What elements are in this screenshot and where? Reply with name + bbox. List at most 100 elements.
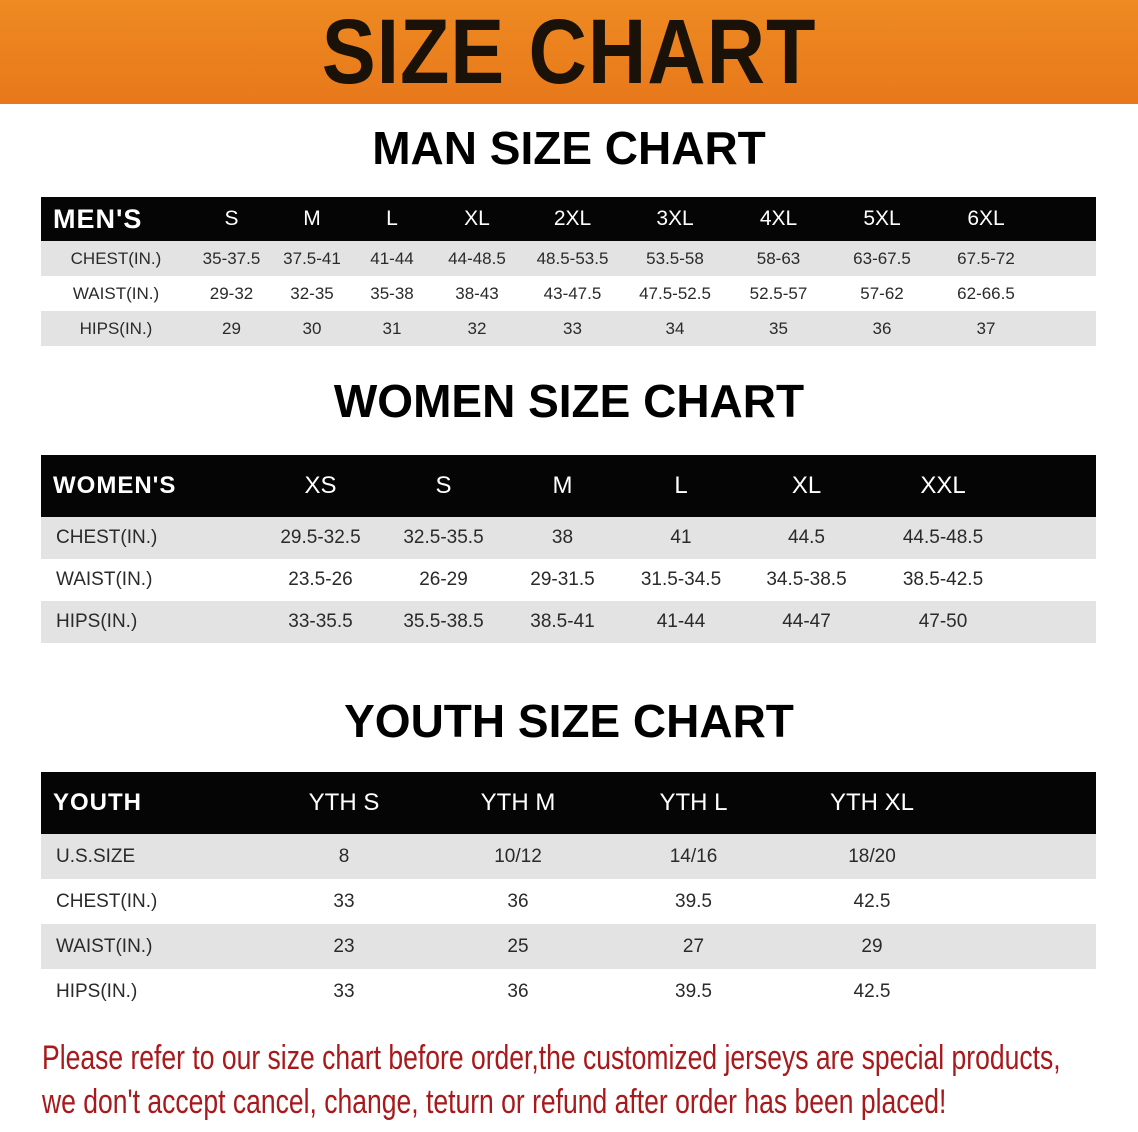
size-header: 4XL — [727, 197, 830, 241]
women-section-title: WOMEN SIZE CHART — [333, 375, 805, 427]
policy-note-line-1: Please refer to our size chart before or… — [42, 1039, 1061, 1077]
measurement-cell: 33 — [522, 311, 623, 346]
measurement-cell: 29-32 — [191, 276, 272, 311]
measurement-cell: 62-66.5 — [934, 276, 1038, 311]
measurement-cell: 37.5-41 — [272, 241, 352, 276]
measurement-cell: 58-63 — [727, 241, 830, 276]
table-row: HIPS(IN.) 33 36 39.5 42.5 — [41, 969, 1096, 1014]
youth-section-title: YOUTH SIZE CHART — [344, 695, 794, 747]
women-header-row: WOMEN'S XS S M L XL XXL — [41, 455, 1096, 517]
table-row: WAIST(IN.) 23.5-26 26-29 29-31.5 31.5-34.5 34… — [41, 559, 1096, 601]
table-row: WAIST(IN.) 29-32 32-35 35-38 38-43 43-47.5 47.… — [41, 276, 1096, 311]
measurement-cell: 29.5-32.5 — [258, 517, 383, 559]
table-row: CHEST(IN.) 35-37.5 37.5-41 41-44 44-48.5 48.5… — [41, 241, 1096, 276]
header-filler — [1014, 455, 1096, 517]
row-label: HIPS(IN.) — [41, 969, 257, 1014]
measurement-cell: 25 — [431, 924, 605, 969]
size-header: 5XL — [830, 197, 934, 241]
measurement-cell: 42.5 — [782, 879, 962, 924]
measurement-cell: 38.5-41 — [504, 601, 621, 643]
youth-corner-label: YOUTH — [41, 772, 257, 834]
banner-title: SIZE CHART — [321, 1, 817, 103]
measurement-cell: 39.5 — [605, 969, 782, 1014]
row-label: HIPS(IN.) — [41, 311, 191, 346]
measurement-cell: 23 — [257, 924, 431, 969]
measurement-cell: 32-35 — [272, 276, 352, 311]
title-banner: SIZE CHART — [0, 0, 1138, 104]
row-label: WAIST(IN.) — [41, 924, 257, 969]
measurement-cell: 29 — [782, 924, 962, 969]
measurement-cell: 42.5 — [782, 969, 962, 1014]
men-size-table: MEN'S S M L XL 2XL 3XL 4XL 5XL 6XL CHEST(IN.) 35-37… — [41, 197, 1096, 346]
measurement-cell: 33 — [257, 879, 431, 924]
youth-header-row: YOUTH YTH S YTH M YTH L YTH XL — [41, 772, 1096, 834]
measurement-cell: 26-29 — [383, 559, 504, 601]
measurement-cell: 52.5-57 — [727, 276, 830, 311]
row-filler — [962, 879, 1096, 924]
row-label: WAIST(IN.) — [41, 559, 258, 601]
measurement-cell: 41-44 — [352, 241, 432, 276]
measurement-cell: 10/12 — [431, 834, 605, 879]
row-filler — [962, 834, 1096, 879]
row-filler — [1014, 601, 1096, 643]
size-header: XL — [741, 455, 872, 517]
table-row: CHEST(IN.) 29.5-32.5 32.5-35.5 38 41 44.5 44.5… — [41, 517, 1096, 559]
table-row: WAIST(IN.) 23 25 27 29 — [41, 924, 1096, 969]
size-header: M — [504, 455, 621, 517]
table-row: HIPS(IN.) 33-35.5 35.5-38.5 38.5-41 41-44 44-… — [41, 601, 1096, 643]
size-header: XXL — [872, 455, 1014, 517]
size-header: 6XL — [934, 197, 1038, 241]
row-label: CHEST(IN.) — [41, 879, 257, 924]
measurement-cell: 35-38 — [352, 276, 432, 311]
measurement-cell: 35-37.5 — [191, 241, 272, 276]
measurement-cell: 32.5-35.5 — [383, 517, 504, 559]
size-header: XS — [258, 455, 383, 517]
row-filler — [1014, 517, 1096, 559]
measurement-cell: 36 — [431, 879, 605, 924]
header-filler — [962, 772, 1096, 834]
measurement-cell: 53.5-58 — [623, 241, 727, 276]
size-header: YTH M — [431, 772, 605, 834]
row-filler — [962, 969, 1096, 1014]
measurement-cell: 44-48.5 — [432, 241, 522, 276]
row-filler — [1014, 559, 1096, 601]
measurement-cell: 33 — [257, 969, 431, 1014]
measurement-cell: 38.5-42.5 — [872, 559, 1014, 601]
size-header: L — [352, 197, 432, 241]
measurement-cell: 27 — [605, 924, 782, 969]
measurement-cell: 35 — [727, 311, 830, 346]
row-filler — [1038, 241, 1096, 276]
measurement-cell: 32 — [432, 311, 522, 346]
measurement-cell: 63-67.5 — [830, 241, 934, 276]
measurement-cell: 38 — [504, 517, 621, 559]
size-header: YTH L — [605, 772, 782, 834]
measurement-cell: 31.5-34.5 — [621, 559, 741, 601]
table-row: U.S.SIZE 8 10/12 14/16 18/20 — [41, 834, 1096, 879]
row-label: WAIST(IN.) — [41, 276, 191, 311]
measurement-cell: 36 — [431, 969, 605, 1014]
row-filler — [962, 924, 1096, 969]
measurement-cell: 44-47 — [741, 601, 872, 643]
measurement-cell: 47-50 — [872, 601, 1014, 643]
table-row: HIPS(IN.) 29 30 31 32 33 34 35 36 37 — [41, 311, 1096, 346]
measurement-cell: 44.5-48.5 — [872, 517, 1014, 559]
measurement-cell: 47.5-52.5 — [623, 276, 727, 311]
size-header: S — [383, 455, 504, 517]
measurement-cell: 29-31.5 — [504, 559, 621, 601]
measurement-cell: 30 — [272, 311, 352, 346]
measurement-cell: 57-62 — [830, 276, 934, 311]
measurement-cell: 43-47.5 — [522, 276, 623, 311]
measurement-cell: 67.5-72 — [934, 241, 1038, 276]
measurement-cell: 37 — [934, 311, 1038, 346]
measurement-cell: 29 — [191, 311, 272, 346]
policy-note-line-2: we don't accept cancel, change, teturn o… — [42, 1083, 947, 1121]
table-row: CHEST(IN.) 33 36 39.5 42.5 — [41, 879, 1096, 924]
women-corner-label: WOMEN'S — [41, 455, 258, 517]
size-header: YTH XL — [782, 772, 962, 834]
measurement-cell: 41 — [621, 517, 741, 559]
measurement-cell: 39.5 — [605, 879, 782, 924]
size-header: YTH S — [257, 772, 431, 834]
row-label: CHEST(IN.) — [41, 241, 191, 276]
row-label: HIPS(IN.) — [41, 601, 258, 643]
size-header: XL — [432, 197, 522, 241]
